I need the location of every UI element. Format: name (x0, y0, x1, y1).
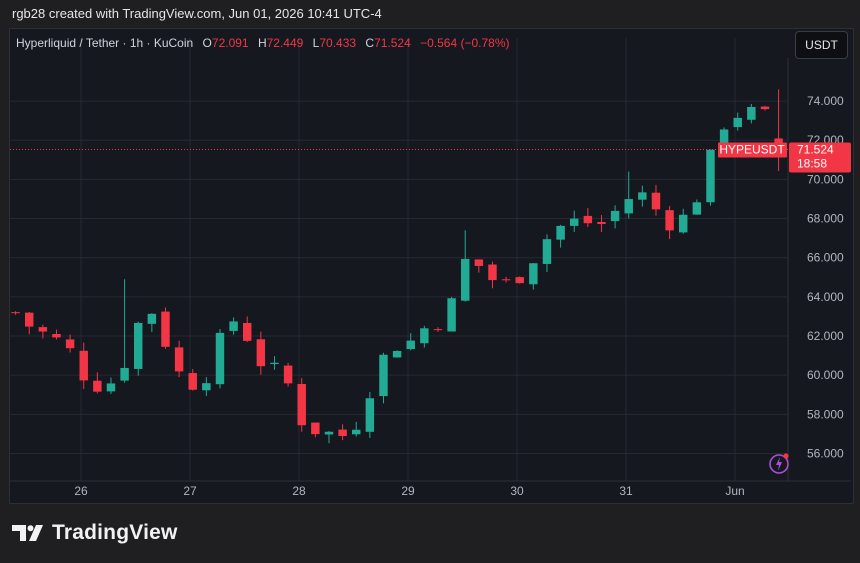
y-tick-label: 58.000 (807, 407, 844, 421)
candle-body (747, 107, 756, 120)
candle-body (229, 321, 238, 331)
y-tick-label: 56.000 (807, 447, 844, 461)
low-label: L (312, 36, 320, 50)
candle-body (324, 431, 334, 435)
high-value: 72.449 (266, 36, 304, 50)
candle-body (93, 380, 102, 392)
candle-body (25, 312, 34, 327)
open-label: O (202, 36, 212, 50)
chart-credit: rgb28 created with TradingView.com, Jun … (12, 6, 382, 21)
candle-body (651, 192, 661, 210)
candle-body (297, 383, 306, 426)
y-tick-label: 60.000 (807, 368, 844, 382)
candle-body (65, 339, 75, 349)
symbol-tag-bg (718, 142, 787, 158)
candle-body (147, 313, 157, 324)
symbol-description[interactable]: Hyperliquid / Tether · 1h · KuCoin (16, 36, 194, 50)
candle-body (556, 225, 565, 240)
x-tick-label: Jun (725, 484, 744, 498)
candle-body (760, 106, 770, 110)
x-tick-label: 29 (401, 484, 415, 498)
candle-body (283, 365, 293, 384)
candle-body (733, 117, 742, 128)
candle-body (79, 350, 88, 381)
y-tick-label: 64.000 (807, 290, 844, 304)
candle-body (719, 129, 729, 149)
candle-body (215, 332, 225, 385)
candle-body (161, 311, 170, 347)
tradingview-wordmark: TradingView (52, 521, 178, 544)
y-tick-label: 74.000 (807, 94, 844, 108)
chart-pane[interactable] (9, 28, 854, 504)
candle-body (106, 383, 116, 392)
y-tick-label: 68.000 (807, 212, 844, 226)
candle-body (420, 328, 429, 344)
x-tick-label: 30 (510, 484, 524, 498)
candle-body (706, 149, 715, 203)
candle-body (488, 264, 497, 281)
candle-body (365, 398, 375, 432)
candle-body (501, 279, 511, 281)
close-value: 71.524 (374, 36, 411, 50)
candle-body (38, 327, 48, 332)
candle-body (352, 429, 361, 435)
y-tick-label: 70.000 (807, 172, 844, 186)
candle-body (447, 298, 456, 332)
candle-body (638, 192, 647, 200)
candle-body (338, 429, 347, 437)
tradingview-logo: TradingView (12, 521, 178, 545)
candle-body (692, 202, 702, 215)
close-label: C (365, 36, 375, 50)
candle-body (583, 215, 593, 224)
price-tag-bg (789, 142, 851, 173)
candle-body (597, 222, 606, 224)
tradingview-logo-icon (12, 525, 43, 541)
candle-body (379, 354, 388, 397)
candle-body (270, 362, 279, 365)
high-label: H (257, 36, 267, 50)
candle-body (392, 351, 402, 358)
candle-body (433, 329, 443, 331)
candle-body (202, 383, 211, 391)
open-value: 72.091 (211, 36, 249, 50)
countdown-tag: 18:58 (797, 157, 827, 171)
ohlc-legend: Hyperliquid / Tether · 1h · KuCoin O72.0… (16, 36, 510, 50)
y-tick-label: 62.000 (807, 329, 844, 343)
candle-body (624, 199, 633, 214)
candle-body (461, 258, 470, 301)
x-tick-label: 27 (183, 484, 197, 498)
candle-body (120, 367, 129, 381)
x-tick-label: 28 (292, 484, 306, 498)
candle-body (406, 340, 415, 350)
candle-body (474, 259, 484, 266)
y-tick-label: 66.000 (807, 251, 844, 265)
currency-button[interactable]: USDT (795, 31, 848, 59)
lightning-icon[interactable] (768, 451, 792, 475)
candle-body (311, 422, 320, 435)
candle-body (174, 347, 184, 372)
candle-body (256, 339, 266, 367)
candle-body (570, 218, 579, 226)
candle-body (529, 263, 538, 285)
price-tag: 71.524 (797, 143, 834, 157)
candle-body (665, 210, 674, 231)
candle-body (188, 373, 197, 390)
candle-body (52, 334, 61, 338)
candle-body (134, 322, 143, 369)
candle-body (610, 210, 620, 222)
candle-body (542, 239, 552, 264)
x-tick-label: 31 (619, 484, 633, 498)
change-value: −0.564 (−0.78%) (420, 36, 510, 50)
candle-body (679, 214, 688, 233)
candle-body (515, 277, 524, 284)
candle-body (11, 312, 20, 314)
symbol-tag: HYPEUSDT (719, 143, 785, 157)
low-value: 70.433 (319, 36, 357, 50)
x-tick-label: 26 (74, 484, 88, 498)
candle-body (243, 322, 252, 341)
